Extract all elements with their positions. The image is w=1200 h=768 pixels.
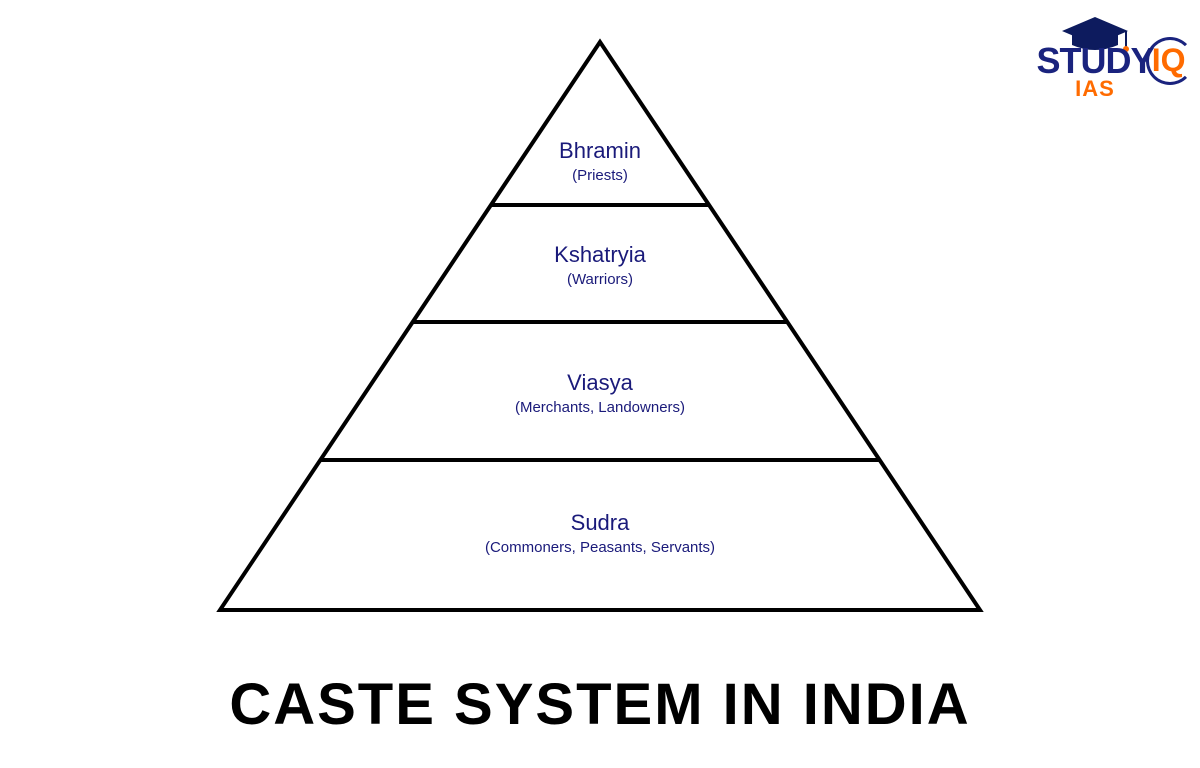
tier-desc: (Warriors) bbox=[567, 271, 633, 288]
page-title: CASTE SYSTEM IN INDIA bbox=[0, 671, 1200, 738]
logo-text: STUDY IQ bbox=[1036, 40, 1153, 82]
tier-name: Sudra bbox=[571, 510, 630, 535]
caste-pyramid-diagram: Bhramin (Priests) Kshatryia (Warriors) Viasy… bbox=[210, 30, 990, 630]
tier-name: Kshatryia bbox=[554, 242, 646, 267]
brand-logo: STUDY IQ IAS bbox=[1015, 15, 1175, 102]
tier-desc: (Merchants, Landowners) bbox=[515, 399, 685, 416]
tier-name: Viasya bbox=[567, 370, 633, 395]
logo-study-text: STUDY bbox=[1036, 40, 1153, 81]
pyramid-svg: Bhramin (Priests) Kshatryia (Warriors) Viasy… bbox=[210, 30, 990, 630]
tier-desc: (Priests) bbox=[572, 167, 628, 184]
logo-iq-text: IQ bbox=[1152, 42, 1186, 79]
tier-desc: (Commoners, Peasants, Servants) bbox=[485, 539, 715, 556]
tier-name: Bhramin bbox=[559, 138, 641, 163]
